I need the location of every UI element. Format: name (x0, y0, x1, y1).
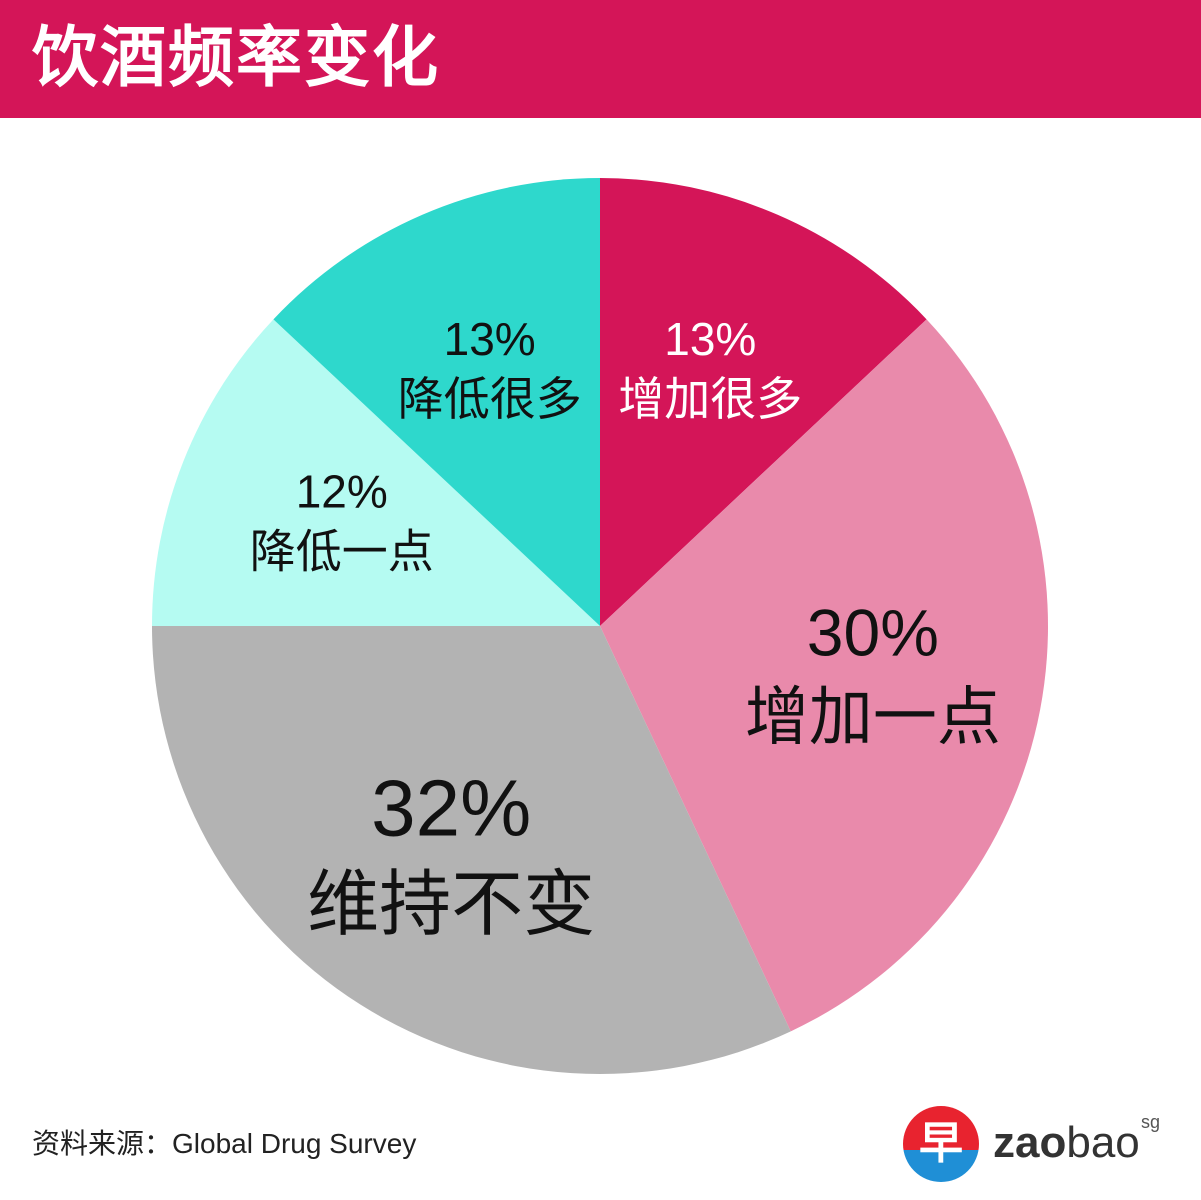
logo-word-bao: bao (1066, 1118, 1140, 1167)
logo-wordmark: zaobao (993, 1118, 1140, 1168)
slice-percent-label-5: 13% (444, 313, 536, 365)
slice-category-label-4: 降低一点 (250, 524, 434, 578)
zaobao-logo: 早 zaobao sg (903, 1106, 1173, 1182)
source-note: 资料来源：Global Drug Survey (32, 1128, 417, 1159)
slice-category-label-1: 增加很多 (618, 372, 802, 426)
slice-category-label-3: 维持不变 (307, 862, 595, 946)
slice-percent-label-3: 32% (371, 763, 531, 852)
slice-category-label-2: 增加一点 (745, 681, 1001, 755)
pie-slice-4 (152, 319, 600, 626)
pie-slice-1 (600, 178, 927, 626)
logo-superscript: sg (1141, 1112, 1161, 1132)
slice-percent-label-1: 13% (664, 313, 756, 365)
pie-slice-3 (152, 626, 791, 1074)
pie-slice-2 (600, 319, 1049, 1032)
logo-glyph: 早 (919, 1118, 963, 1169)
chart-title: 饮酒频率变化 (32, 19, 440, 96)
slice-percent-label-4: 12% (296, 466, 388, 518)
pie-slice-5 (273, 178, 600, 626)
slice-category-label-5: 降低很多 (398, 372, 582, 426)
logo-badge-icon: 早 (903, 1106, 979, 1182)
logo-word-zao: zao (993, 1118, 1067, 1167)
title-banner: 饮酒频率变化 (0, 0, 1201, 118)
slice-percent-label-2: 30% (807, 596, 939, 670)
